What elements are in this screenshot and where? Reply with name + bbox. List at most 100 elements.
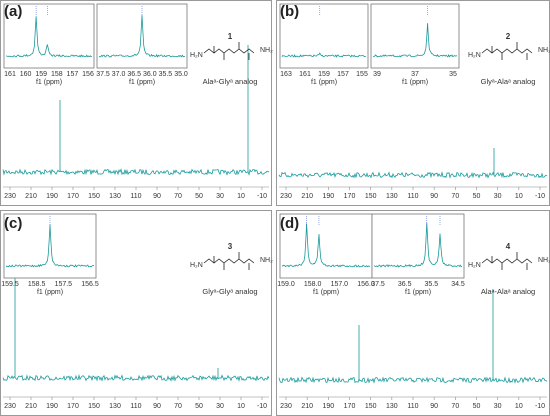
- inset-tick-label: 159.0: [277, 281, 295, 288]
- x-tick-label: -10: [257, 193, 267, 200]
- x-tick-label: 50: [473, 403, 481, 410]
- spectrum: [278, 171, 548, 179]
- inset-axis-label: f1 (ppm): [313, 289, 339, 296]
- x-tick-label: 170: [344, 403, 356, 410]
- x-tick-label: 150: [365, 403, 377, 410]
- right-group: NH₂: [260, 47, 273, 54]
- inset-tick-label: 36.0: [143, 71, 157, 78]
- x-tick-label: 170: [67, 193, 79, 200]
- x-tick-label: 30: [494, 193, 502, 200]
- x-tick-label: 50: [473, 193, 481, 200]
- inset-tick-label: 156.0: [357, 281, 375, 288]
- inset-tick-label: 158.0: [304, 281, 322, 288]
- x-tick-label: -10: [257, 403, 267, 410]
- inset-tick-label: 161: [299, 71, 311, 78]
- x-tick-label: 230: [4, 403, 16, 410]
- x-tick-label: 30: [494, 403, 502, 410]
- compound-caption: Alaᵃ-Glyᵃ analog: [203, 77, 258, 86]
- inset-tick-label: 39: [373, 71, 381, 78]
- x-tick-label: 110: [130, 403, 141, 410]
- inset-axis-label: f1 (ppm): [402, 79, 428, 86]
- panel-frame: [0, 0, 272, 206]
- x-tick-label: 210: [301, 403, 313, 410]
- x-tick-label: 50: [195, 193, 203, 200]
- x-tick-label: 170: [344, 193, 356, 200]
- inset-tick-label: 157.0: [331, 281, 349, 288]
- inset-tick-label: 156: [82, 71, 94, 78]
- panel: 230 210 190 170 150 130 110 90 70 50 30 10 -10 159.0 1…: [276, 210, 550, 416]
- x-tick-label: 150: [88, 193, 100, 200]
- inset-tick-label: 158: [51, 71, 63, 78]
- inset-tick-label: 157.5: [55, 281, 73, 288]
- structure-bonds: [203, 42, 255, 60]
- x-tick-label: 130: [109, 193, 121, 200]
- x-tick-label: -10: [535, 193, 545, 200]
- inset-tick-label: 156.5: [81, 281, 99, 288]
- panel-label: (a): [4, 3, 22, 20]
- x-tick-label: 210: [301, 193, 313, 200]
- inset-axis-label: f1 (ppm): [37, 289, 63, 296]
- x-tick-label: 110: [407, 193, 418, 200]
- inset-spectrum: [281, 52, 367, 58]
- x-tick-label: 50: [195, 403, 203, 410]
- inset-tick-label: 37: [411, 71, 419, 78]
- inset-tick-label: 160: [20, 71, 32, 78]
- inset-tick-label: 36.5: [398, 281, 412, 288]
- spectrum: [2, 168, 270, 176]
- inset-frame: [370, 3, 460, 69]
- inset-axis-label: f1 (ppm): [36, 79, 62, 86]
- inset-spectrum: [281, 223, 371, 268]
- inset-tick-label: 35.5: [159, 71, 173, 78]
- right-group: NH₂: [538, 257, 550, 264]
- right-group: NH₂: [260, 257, 273, 264]
- x-tick-label: 10: [515, 193, 523, 200]
- x-tick-label: 230: [280, 403, 292, 410]
- compound-number: 3: [228, 242, 233, 251]
- compound-number: 2: [506, 32, 511, 41]
- x-tick-label: 30: [216, 193, 224, 200]
- x-tick-label: 70: [451, 193, 459, 200]
- inset-tick-label: 36.5: [127, 71, 141, 78]
- x-tick-label: 90: [430, 193, 438, 200]
- x-tick-label: 10: [515, 403, 523, 410]
- x-tick-label: 130: [109, 403, 121, 410]
- left-group: H₂N: [468, 262, 481, 269]
- panel-label: (c): [4, 215, 22, 232]
- x-tick-label: 170: [67, 403, 79, 410]
- inset-axis-label: f1 (ppm): [311, 79, 337, 86]
- left-group: H₂N: [190, 52, 203, 59]
- panel: 230 210 190 170 150 130 110 90 70 50 30 10 -10 163 161…: [276, 0, 550, 206]
- x-tick-label: 90: [153, 193, 161, 200]
- x-tick-label: 110: [130, 193, 141, 200]
- x-tick-label: 150: [365, 193, 377, 200]
- x-tick-label: 230: [4, 193, 16, 200]
- inset-tick-label: 159.5: [1, 281, 19, 288]
- structure-bonds: [203, 252, 255, 270]
- x-tick-label: 190: [322, 403, 334, 410]
- inset-tick-label: 157: [337, 71, 349, 78]
- inset-spectrum: [98, 15, 186, 58]
- inset-tick-label: 35.0: [174, 71, 188, 78]
- spectrum: [2, 373, 270, 382]
- inset-tick-label: 157: [67, 71, 79, 78]
- compound-caption: Glyᵃ-Glyᵃ analog: [202, 287, 257, 296]
- compound-caption: Glyᵃ-Alaᵃ analog: [481, 77, 536, 86]
- inset-frame: [371, 213, 465, 279]
- inset-tick-label: 158.5: [28, 281, 46, 288]
- structure-bonds: [481, 42, 533, 60]
- x-tick-label: 70: [451, 403, 459, 410]
- x-tick-label: -10: [535, 403, 545, 410]
- panel: 230 210 190 170 150 130 110 90 70 50 30 10 -10 159.5 1…: [0, 210, 273, 416]
- x-tick-label: 230: [280, 193, 292, 200]
- inset-tick-label: 35: [449, 71, 457, 78]
- inset-spectrum: [5, 16, 93, 58]
- x-tick-label: 110: [407, 403, 418, 410]
- x-tick-label: 90: [430, 403, 438, 410]
- x-tick-label: 130: [386, 403, 398, 410]
- inset-tick-label: 37.5: [371, 281, 385, 288]
- inset-axis-label: f1 (ppm): [405, 289, 431, 296]
- inset-tick-label: 159: [35, 71, 47, 78]
- inset-tick-label: 37.5: [96, 71, 110, 78]
- panel-label: (d): [280, 215, 299, 232]
